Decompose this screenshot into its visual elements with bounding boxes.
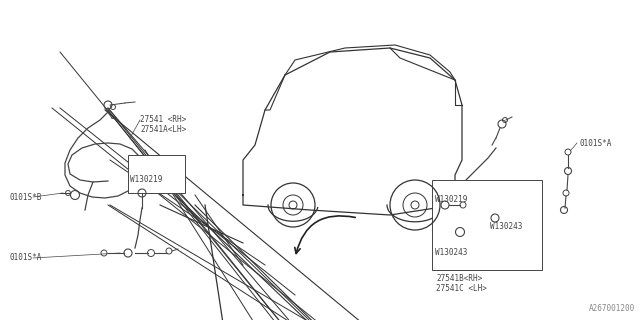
- Text: 27541A<LH>: 27541A<LH>: [140, 125, 186, 134]
- Text: W130219: W130219: [435, 195, 467, 204]
- Text: W130243: W130243: [490, 222, 522, 231]
- Text: 0101S*B: 0101S*B: [10, 193, 42, 202]
- Text: 27541C <LH>: 27541C <LH>: [436, 284, 487, 293]
- Bar: [128, 155, 185, 193]
- Text: W130243: W130243: [435, 248, 467, 257]
- Text: 0101S*A: 0101S*A: [10, 253, 42, 262]
- Text: 27541B<RH>: 27541B<RH>: [436, 274, 483, 283]
- Text: 0101S*A: 0101S*A: [580, 139, 612, 148]
- Text: W130219: W130219: [130, 175, 163, 185]
- Bar: [432, 180, 542, 270]
- Text: A267001200: A267001200: [589, 304, 635, 313]
- Text: 27541 <RH>: 27541 <RH>: [140, 115, 186, 124]
